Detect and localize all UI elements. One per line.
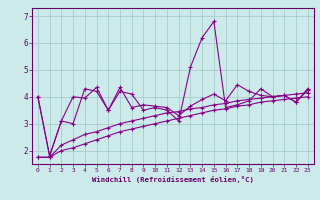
X-axis label: Windchill (Refroidissement éolien,°C): Windchill (Refroidissement éolien,°C)	[92, 176, 254, 183]
